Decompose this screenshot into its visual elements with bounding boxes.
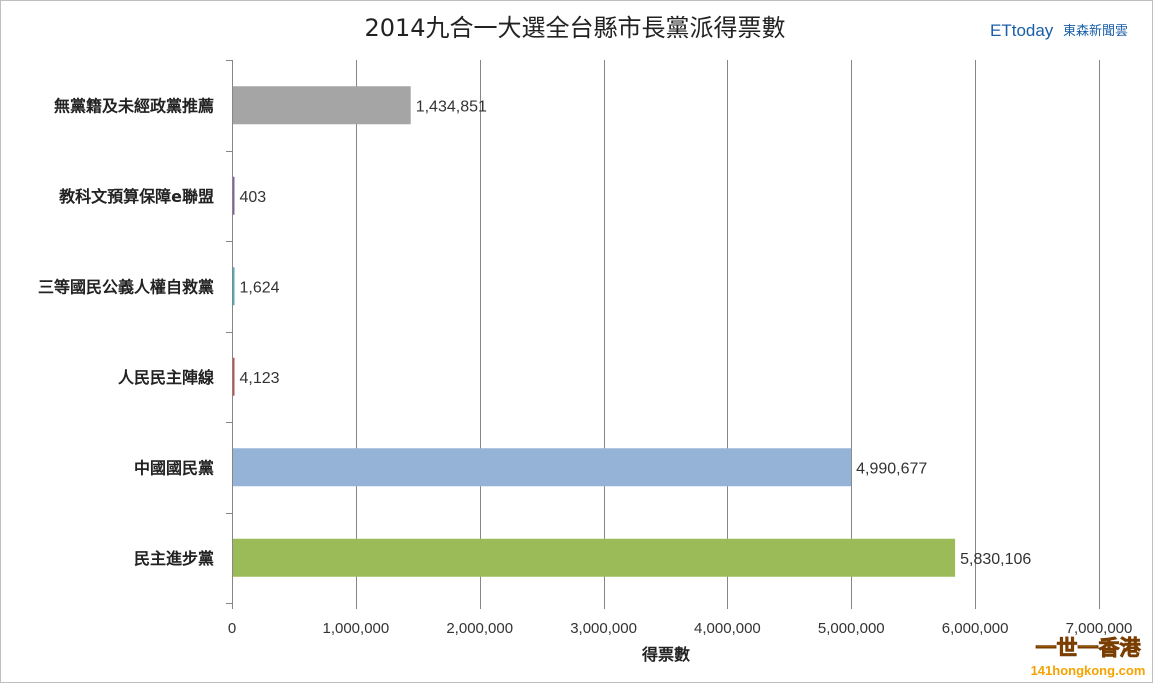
- watermark-line1: 一世一香港: [1036, 636, 1142, 660]
- category-label: 人民民主陣線: [118, 368, 214, 387]
- logo-cjk: 東森新聞雲: [1063, 23, 1128, 39]
- x-tick-label: 6,000,000: [942, 620, 1009, 637]
- data-label: 403: [240, 189, 267, 206]
- chart-title: 2014九合一大選全台縣市長黨派得票數: [364, 14, 785, 42]
- x-tick-label: 3,000,000: [570, 620, 637, 637]
- x-tick-label: 5,000,000: [818, 620, 885, 637]
- category-label: 三等國民公義人權自救黨: [38, 277, 214, 296]
- bar: [233, 538, 956, 577]
- data-label: 4,123: [240, 370, 280, 387]
- x-tick-label: 1,000,000: [322, 620, 389, 637]
- bar: [233, 176, 235, 215]
- category-label: 教科文預算保障e聯盟: [59, 187, 214, 206]
- x-tick-label: 2,000,000: [446, 620, 513, 637]
- data-label: 5,830,106: [960, 551, 1031, 568]
- data-label: 1,624: [240, 279, 280, 296]
- bar: [233, 86, 411, 125]
- bar: [233, 448, 852, 487]
- x-tick-label: 4,000,000: [694, 620, 761, 637]
- ettoday-logo: ETtoday 東森新聞雲: [990, 21, 1128, 40]
- x-tick-label: 7,000,000: [1066, 620, 1133, 637]
- bar: [233, 357, 235, 396]
- x-axis-label: 得票數: [641, 645, 690, 664]
- category-label: 無黨籍及未經政黨推薦: [54, 96, 214, 115]
- watermark: 一世一香港 141hongkong.com: [1031, 636, 1146, 678]
- data-label: 4,990,677: [856, 460, 927, 477]
- category-label: 中國國民黨: [134, 458, 214, 477]
- data-label: 1,434,851: [416, 98, 487, 115]
- x-tick-label: 0: [228, 620, 236, 637]
- bar: [233, 267, 235, 306]
- watermark-line2: 141hongkong.com: [1031, 663, 1146, 678]
- logo-latin: ETtoday: [990, 21, 1054, 40]
- category-label: 民主進步黨: [134, 549, 214, 568]
